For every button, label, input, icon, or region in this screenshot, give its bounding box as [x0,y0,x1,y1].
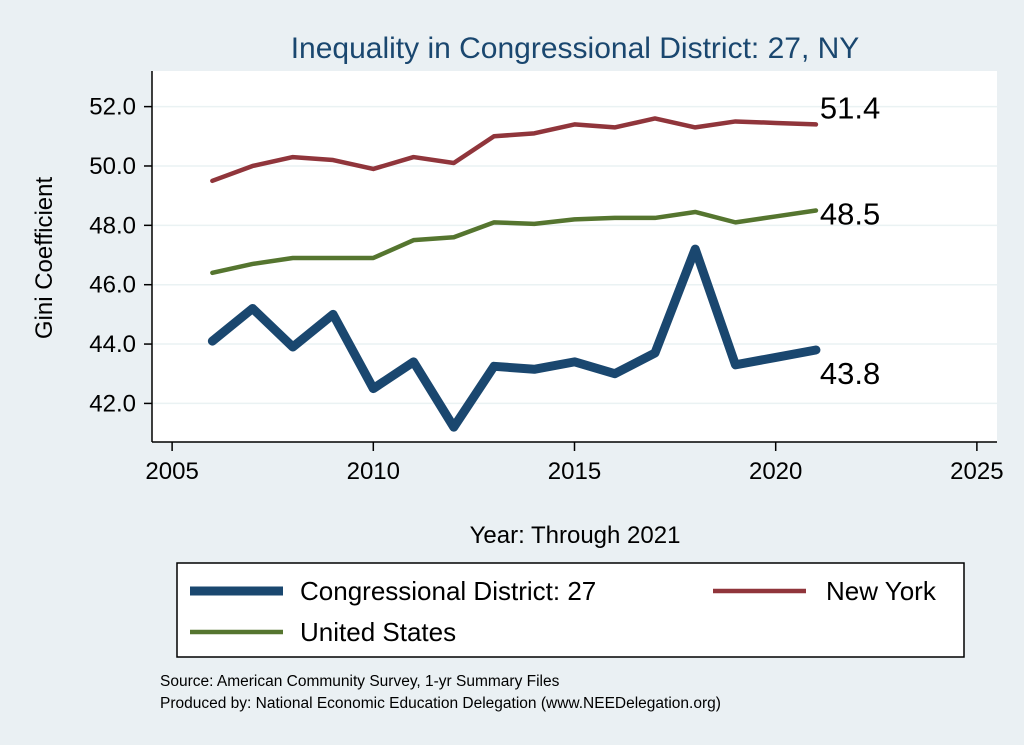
legend-label-congressional-district: Congressional District: 27 [300,576,596,606]
y-tick-label: 46.0 [89,272,136,299]
x-tick-label: 2010 [347,458,400,485]
x-tick-label: 2025 [950,458,1003,485]
x-axis-label: Year: Through 2021 [470,522,681,549]
y-tick-label: 52.0 [89,94,136,121]
legend: Congressional District: 27 New York Unit… [176,562,965,658]
y-tick-label: 50.0 [89,153,136,180]
y-tick-labels: 42.0 44.0 46.0 48.0 50.0 52.0 [89,94,136,418]
y-tick-label: 44.0 [89,331,136,358]
legend-box [176,562,965,658]
axes [144,71,997,451]
y-tick-label: 48.0 [89,212,136,239]
legend-label-new-york: New York [826,576,937,606]
chart-title: Inequality in Congressional District: 27… [291,32,860,65]
produced-by-line: Produced by: National Economic Education… [160,695,721,712]
end-label-united-states: 48.5 [820,196,880,231]
x-tick-label: 2015 [548,458,601,485]
source-line: Source: American Community Survey, 1-yr … [160,673,560,690]
series-line-new-york [210,116,819,184]
series-line-united-states [210,208,819,276]
x-tick-labels: 2005 2010 2015 2020 2025 [145,458,1003,485]
legend-label-united-states: United States [300,617,456,647]
y-axis-label: Gini Coefficient [31,177,58,340]
x-tick-label: 2020 [749,458,802,485]
end-label-congressional-district-27: 43.8 [820,356,880,391]
series-lines [207,116,821,432]
end-labels: 43.8 51.4 48.5 [820,90,880,391]
end-label-new-york: 51.4 [820,90,880,125]
series-line-congressional-district-27 [207,244,821,432]
y-tick-label: 42.0 [89,390,136,417]
x-tick-label: 2005 [145,458,198,485]
